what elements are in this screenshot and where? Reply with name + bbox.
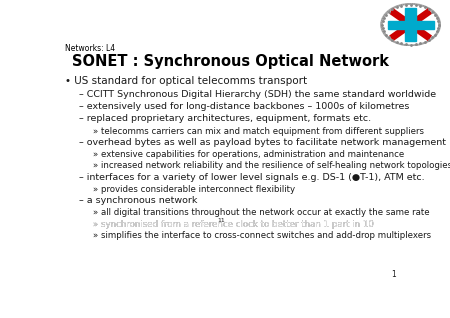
Text: – interfaces for a variety of lower level signals e.g. DS-1 (●T-1), ATM etc.: – interfaces for a variety of lower leve… [79, 173, 424, 182]
Text: 1: 1 [392, 270, 396, 279]
Text: » simplifies the interface to cross-connect switches and add-drop multiplexers: » simplifies the interface to cross-conn… [93, 231, 431, 240]
Bar [405, 8, 416, 41]
Text: » provides considerable interconnect flexibility: » provides considerable interconnect fle… [93, 185, 295, 194]
Text: – replaced proprietary architectures, equipment, formats etc.: – replaced proprietary architectures, eq… [79, 114, 371, 123]
Text: SONET : Synchronous Optical Network: SONET : Synchronous Optical Network [72, 54, 389, 69]
Text: » synchronised from a reference clock to better than 1 part in 10: » synchronised from a reference clock to… [93, 220, 374, 229]
Text: » increased network reliability and the resilience of self-healing network topol: » increased network reliability and the … [93, 161, 450, 170]
Text: » extensive capabilities for operations, administration and maintenance: » extensive capabilities for operations,… [93, 150, 404, 159]
Text: – extensively used for long-distance backbones – 1000s of kilometres: – extensively used for long-distance bac… [79, 102, 410, 111]
Text: » all digital transitions throughout the network occur at exactly the same rate: » all digital transitions throughout the… [93, 208, 429, 217]
Text: • US standard for optical telecomms transport: • US standard for optical telecomms tran… [65, 76, 307, 86]
Text: Networks: L4: Networks: L4 [65, 44, 115, 53]
Bar [387, 21, 434, 29]
Circle shape [384, 6, 437, 44]
Circle shape [384, 6, 437, 44]
Text: » telecomms carriers can mix and match equipment from different suppliers: » telecomms carriers can mix and match e… [93, 127, 424, 135]
Text: – a synchronous network: – a synchronous network [79, 196, 197, 205]
Text: » synchronised from a reference clock to better than 1 part in 10: » synchronised from a reference clock to… [93, 220, 379, 229]
Text: 11: 11 [217, 218, 225, 223]
Text: – CCITT Synchronous Digital Hierarchy (SDH) the same standard worldwide: – CCITT Synchronous Digital Hierarchy (S… [79, 90, 436, 99]
Circle shape [381, 3, 441, 46]
Text: – overhead bytes as well as payload bytes to facilitate network management: – overhead bytes as well as payload byte… [79, 138, 446, 147]
